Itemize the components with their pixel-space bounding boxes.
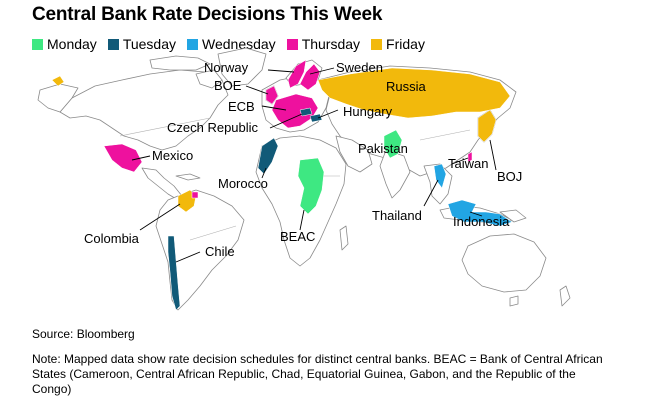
land-north-america — [59, 69, 229, 151]
land-arabia — [335, 135, 373, 173]
legend-label-tuesday: Tuesday — [122, 36, 176, 52]
land-arctic-islands — [149, 55, 211, 71]
region-pakistan — [383, 129, 403, 159]
legend-item-tuesday: Tuesday — [107, 36, 176, 52]
label-pakistan: Pakistan — [358, 141, 408, 156]
region-europe-ecb — [271, 93, 319, 129]
leader-line-indonesia — [469, 211, 483, 217]
label-ecb: ECB — [228, 99, 255, 114]
legend-label-monday: Monday — [47, 36, 97, 52]
label-chile: Chile — [205, 244, 235, 259]
label-sweden: Sweden — [336, 60, 383, 75]
label-indonesia: Indonesia — [453, 214, 510, 229]
legend-label-friday: Friday — [386, 36, 425, 52]
region-mexico — [103, 143, 143, 173]
leader-line-hungary — [317, 109, 339, 119]
land-madagascar — [339, 225, 349, 251]
region-norway — [287, 59, 307, 89]
world-map: Norway Sweden Russia BOE ECB Hungary Cze… — [37, 47, 571, 311]
source-line: Source: Bloomberg — [32, 327, 135, 341]
legend-label-wednesday: Wednesday — [202, 36, 276, 52]
land-new-zealand — [559, 285, 571, 307]
legend-label-thursday: Thursday — [301, 36, 361, 52]
region-morocco — [257, 137, 279, 175]
legend-swatch-friday — [371, 38, 383, 50]
land-central-america — [141, 167, 183, 201]
label-taiwan: Taiwan — [448, 156, 488, 171]
land-australia — [461, 233, 547, 293]
label-norway: Norway — [204, 60, 249, 75]
region-taiwan — [467, 151, 473, 163]
leader-line-chile — [175, 251, 201, 263]
label-russia: Russia — [386, 79, 427, 94]
land-caribbean — [175, 173, 201, 181]
region-sweden — [299, 63, 321, 91]
label-beac: BEAC — [280, 229, 315, 244]
label-thailand: Thailand — [372, 208, 422, 223]
page-title: Central Bank Rate Decisions This Week — [32, 4, 383, 25]
region-caribbean-small — [191, 191, 199, 199]
region-beac — [297, 157, 325, 215]
leader-line-boe — [245, 85, 269, 95]
leader-line-norway — [267, 69, 295, 73]
leader-line-boj — [489, 139, 497, 171]
land-south-america — [155, 189, 245, 311]
label-colombia: Colombia — [84, 231, 140, 246]
land-tasmania — [509, 295, 519, 307]
leader-line-mexico — [131, 155, 151, 161]
land-baffin — [195, 69, 223, 89]
legend-item-wednesday: Wednesday — [187, 36, 276, 52]
region-uk — [265, 85, 279, 105]
label-mexico: Mexico — [152, 148, 193, 163]
leader-line-colombia — [139, 203, 181, 231]
region-chile — [167, 235, 181, 311]
region-russia — [317, 67, 511, 119]
region-colombia — [177, 189, 197, 213]
leader-line-morocco — [261, 167, 267, 179]
region-indonesia — [447, 199, 513, 227]
legend-item-friday: Friday — [371, 36, 425, 52]
leader-line-taiwan — [451, 157, 469, 165]
region-japan — [477, 109, 497, 143]
land-india — [379, 149, 411, 199]
land-new-guinea — [499, 209, 527, 223]
legend-swatch-tuesday — [107, 38, 119, 50]
footnote: Note: Mapped data show rate decision sch… — [32, 352, 603, 396]
region-alaska-small — [51, 75, 65, 87]
legend: Monday Tuesday Wednesday Thursday Friday — [32, 36, 436, 52]
leader-line-ecb — [261, 105, 287, 111]
label-czech: Czech Republic — [167, 120, 259, 135]
legend-item-monday: Monday — [32, 36, 97, 52]
region-hungary — [309, 113, 323, 123]
leader-line-beac — [299, 209, 305, 231]
legend-item-thursday: Thursday — [286, 36, 361, 52]
leader-line-thailand — [423, 179, 439, 207]
land-alaska — [37, 83, 79, 113]
region-thailand — [433, 163, 447, 189]
label-hungary: Hungary — [343, 104, 393, 119]
label-morocco: Morocco — [218, 176, 268, 191]
legend-swatch-wednesday — [187, 38, 198, 50]
label-boe: BOE — [214, 78, 242, 93]
legend-swatch-thursday — [286, 38, 298, 50]
label-boj: BOJ — [497, 169, 522, 184]
leader-line-czech — [269, 113, 303, 129]
legend-swatch-monday — [32, 38, 43, 50]
leader-line-sweden — [309, 67, 335, 75]
land-greenland — [217, 47, 267, 87]
